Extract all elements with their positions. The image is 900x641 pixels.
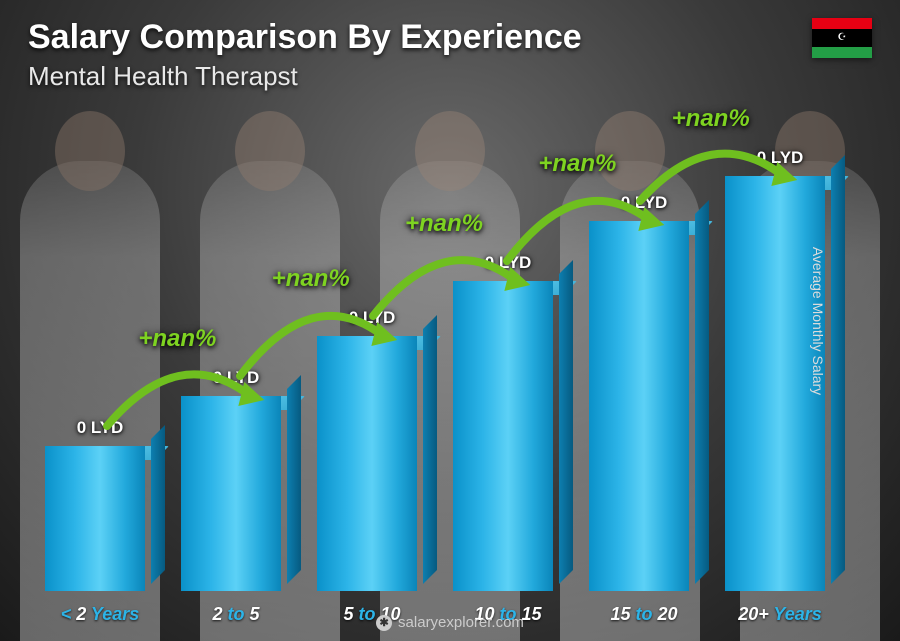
pct-increase-label: +nan%: [672, 105, 750, 133]
bar-slot: 0 LYD5 to 10: [312, 308, 432, 591]
page-subtitle: Mental Health Therapst: [28, 61, 582, 92]
footer: ✱ salaryexplorer.com: [0, 613, 900, 631]
bar-slot: 0 LYD2 to 5: [176, 368, 296, 591]
header: Salary Comparison By Experience Mental H…: [28, 18, 582, 92]
bar-value-label: 0 LYD: [621, 193, 668, 213]
bar: [589, 221, 699, 591]
globe-icon: ✱: [376, 615, 392, 631]
bar-value-label: 0 LYD: [77, 418, 124, 438]
page-title: Salary Comparison By Experience: [28, 18, 582, 57]
bar-value-label: 0 LYD: [757, 148, 804, 168]
crescent-star-icon: ☪: [838, 33, 847, 43]
bar: [181, 396, 291, 591]
country-flag-libya: ☪: [812, 18, 872, 58]
footer-site: salaryexplorer.com: [398, 614, 524, 631]
pct-increase-label: +nan%: [405, 210, 483, 238]
bar-slot: 0 LYD< 2 Years: [40, 418, 160, 591]
salary-bar-chart: 0 LYD< 2 Years0 LYD2 to 50 LYD5 to 100 L…: [40, 111, 840, 591]
bar: [453, 281, 563, 591]
pct-increase-label: +nan%: [272, 265, 350, 293]
bar-value-label: 0 LYD: [213, 368, 260, 388]
pct-increase-label: +nan%: [138, 325, 216, 353]
bar-slot: 0 LYD10 to 15: [448, 253, 568, 591]
bar: [45, 446, 155, 591]
bar-slot: 0 LYD15 to 20: [584, 193, 704, 591]
pct-increase-label: +nan%: [538, 150, 616, 178]
y-axis-label: Average Monthly Salary: [810, 246, 826, 394]
bar: [317, 336, 427, 591]
bar-value-label: 0 LYD: [485, 253, 532, 273]
bar-value-label: 0 LYD: [349, 308, 396, 328]
